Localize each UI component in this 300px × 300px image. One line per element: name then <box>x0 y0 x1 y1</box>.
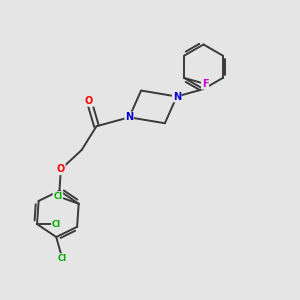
Text: N: N <box>125 112 133 122</box>
Text: O: O <box>57 164 65 174</box>
Text: O: O <box>85 96 93 106</box>
Text: N: N <box>173 92 181 101</box>
Text: Cl: Cl <box>52 220 61 229</box>
Text: Cl: Cl <box>53 192 62 201</box>
Text: Cl: Cl <box>58 254 67 263</box>
Text: F: F <box>202 79 208 89</box>
